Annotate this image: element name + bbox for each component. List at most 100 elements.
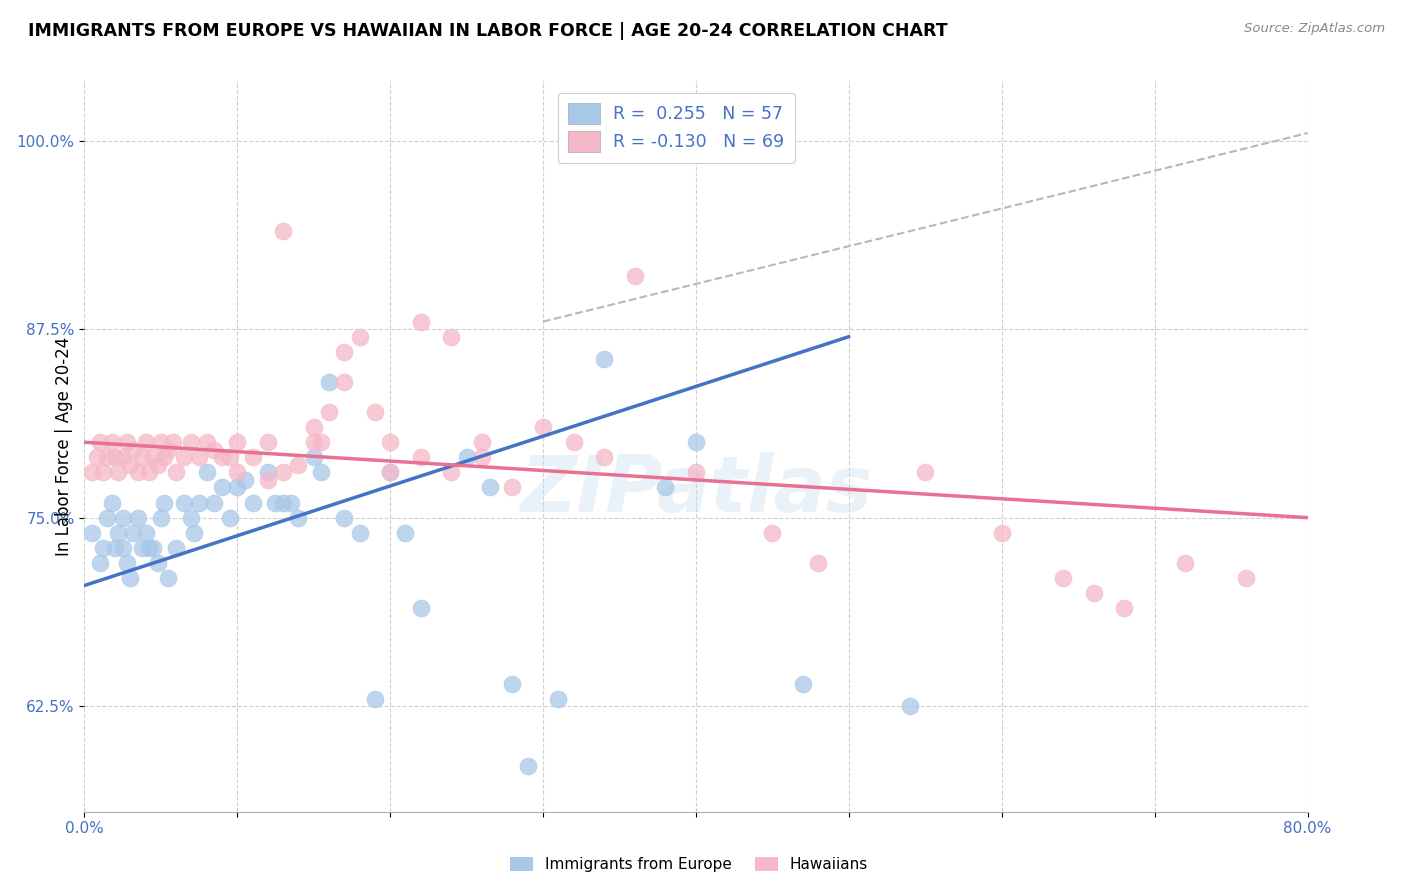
Point <box>409 450 432 465</box>
Point <box>478 480 501 494</box>
Point <box>211 450 233 465</box>
Point <box>86 450 108 465</box>
Point <box>1114 601 1136 615</box>
Point <box>792 676 814 690</box>
Point <box>135 525 157 540</box>
Point <box>149 510 172 524</box>
Point <box>131 541 153 555</box>
Text: IMMIGRANTS FROM EUROPE VS HAWAIIAN IN LABOR FORCE | AGE 20-24 CORRELATION CHART: IMMIGRANTS FROM EUROPE VS HAWAIIAN IN LA… <box>28 22 948 40</box>
Point <box>127 466 149 480</box>
Point <box>1052 571 1074 585</box>
Text: Source: ZipAtlas.com: Source: ZipAtlas.com <box>1244 22 1385 36</box>
Point <box>440 329 463 343</box>
Point <box>562 435 585 450</box>
Point <box>89 556 111 570</box>
Point <box>131 450 153 465</box>
Point <box>302 435 325 450</box>
Point <box>195 466 218 480</box>
Point <box>111 510 134 524</box>
Point <box>142 450 165 465</box>
Point <box>188 495 211 509</box>
Point <box>218 450 240 465</box>
Point <box>80 525 103 540</box>
Legend: R =  0.255   N = 57, R = -0.130   N = 69: R = 0.255 N = 57, R = -0.130 N = 69 <box>558 93 794 162</box>
Point <box>364 691 387 706</box>
Point <box>153 495 176 509</box>
Point <box>101 495 124 509</box>
Point <box>202 495 225 509</box>
Point <box>104 450 127 465</box>
Point <box>502 676 524 690</box>
Point <box>409 601 432 615</box>
Point <box>456 450 478 465</box>
Point <box>111 541 134 555</box>
Point <box>531 420 554 434</box>
Point <box>138 541 160 555</box>
Point <box>547 691 569 706</box>
Point <box>233 473 256 487</box>
Point <box>91 541 114 555</box>
Legend: Immigrants from Europe, Hawaiians: Immigrants from Europe, Hawaiians <box>502 849 876 880</box>
Point <box>380 435 402 450</box>
Point <box>264 495 287 509</box>
Point <box>146 458 169 472</box>
Point <box>226 480 249 494</box>
Point <box>101 435 124 450</box>
Point <box>380 466 402 480</box>
Point <box>153 450 176 465</box>
Point <box>122 442 145 457</box>
Point <box>333 510 356 524</box>
Point <box>165 541 187 555</box>
Point <box>188 450 211 465</box>
Point <box>380 466 402 480</box>
Point <box>807 556 830 570</box>
Point <box>195 435 218 450</box>
Point <box>96 510 118 524</box>
Point <box>440 466 463 480</box>
Point <box>1083 586 1105 600</box>
Point <box>394 525 416 540</box>
Point <box>898 699 921 714</box>
Point <box>183 525 205 540</box>
Point <box>173 450 195 465</box>
Point <box>349 329 371 343</box>
Point <box>146 556 169 570</box>
Point <box>115 435 138 450</box>
Point <box>165 466 187 480</box>
Point <box>107 466 129 480</box>
Text: ZIPatlas: ZIPatlas <box>520 452 872 528</box>
Point <box>257 473 280 487</box>
Point <box>157 571 180 585</box>
Point <box>624 269 647 284</box>
Point <box>311 435 333 450</box>
Point <box>471 435 494 450</box>
Point <box>127 510 149 524</box>
Point <box>80 466 103 480</box>
Point <box>685 466 707 480</box>
Point <box>89 435 111 450</box>
Point <box>333 344 356 359</box>
Point <box>280 495 302 509</box>
Y-axis label: In Labor Force | Age 20-24: In Labor Force | Age 20-24 <box>55 336 73 556</box>
Point <box>271 495 294 509</box>
Point <box>311 466 333 480</box>
Point <box>226 435 249 450</box>
Point <box>409 315 432 329</box>
Point <box>149 435 172 450</box>
Point <box>654 480 676 494</box>
Point <box>91 466 114 480</box>
Point <box>242 450 264 465</box>
Point <box>173 495 195 509</box>
Point <box>104 541 127 555</box>
Point <box>364 405 387 419</box>
Point <box>211 480 233 494</box>
Point <box>122 525 145 540</box>
Point <box>115 556 138 570</box>
Point <box>349 525 371 540</box>
Point <box>333 375 356 389</box>
Point <box>120 571 142 585</box>
Point <box>1174 556 1197 570</box>
Point <box>142 541 165 555</box>
Point <box>318 375 340 389</box>
Point <box>287 510 309 524</box>
